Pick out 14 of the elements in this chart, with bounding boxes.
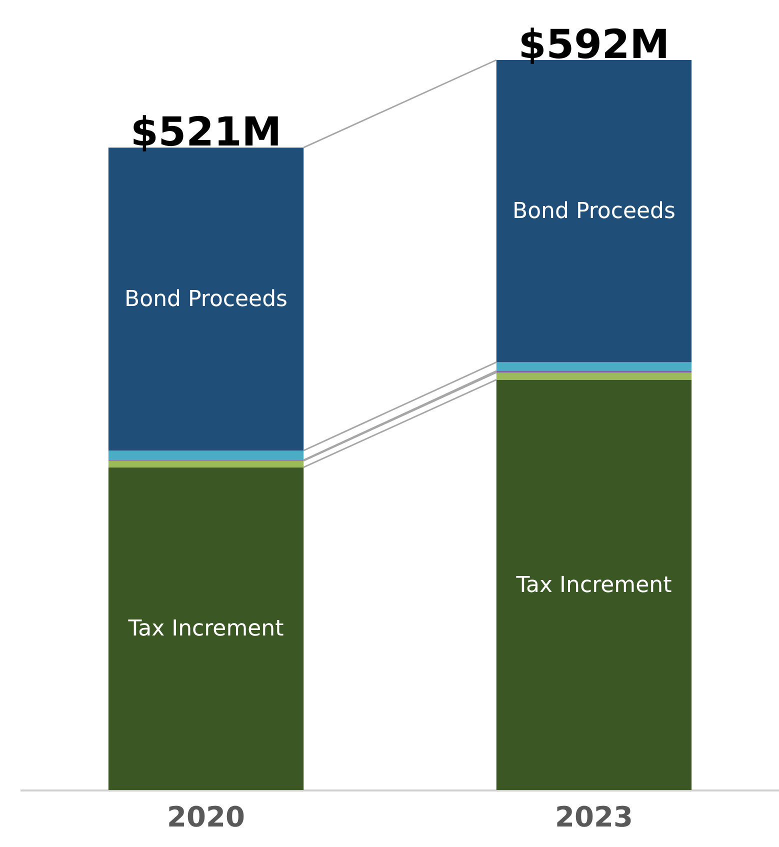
- x-tick-label: 2023: [555, 800, 633, 834]
- text: Tax Increment: [128, 616, 284, 642]
- annotation: $521M: [130, 110, 282, 156]
- text: Bond Proceeds: [124, 287, 288, 312]
- annotation: $592M: [518, 22, 670, 68]
- series-label: Bond Proceeds: [512, 199, 676, 224]
- bar: [108, 460, 304, 468]
- x-tick-label: 2020: [167, 800, 245, 834]
- bar: [496, 362, 692, 371]
- bar: [108, 450, 304, 460]
- bar: [496, 372, 692, 380]
- bar: [108, 467, 304, 790]
- series-label: Tax Increment: [515, 572, 672, 598]
- bar: [496, 380, 692, 790]
